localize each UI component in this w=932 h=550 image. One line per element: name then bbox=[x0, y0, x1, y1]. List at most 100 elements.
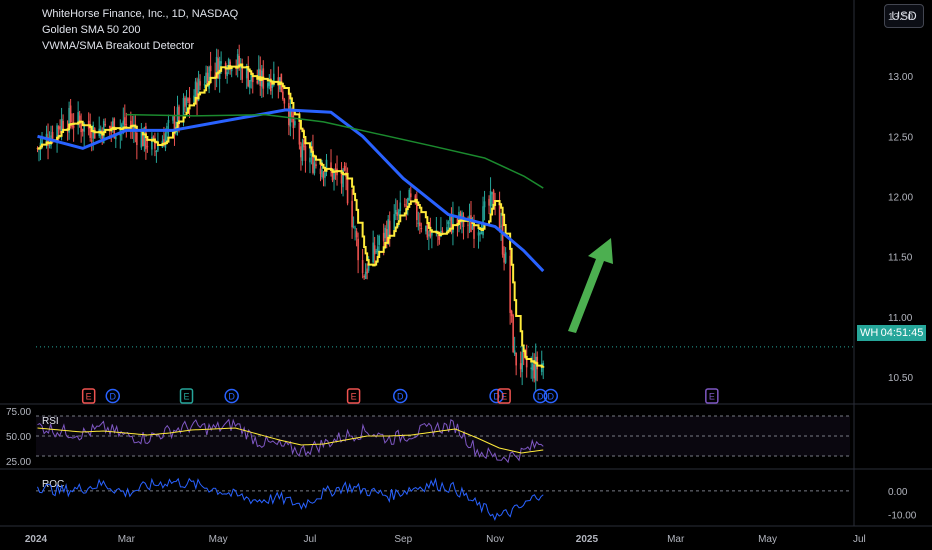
candle-body bbox=[227, 58, 230, 70]
event-marker[interactable]: E bbox=[346, 388, 361, 404]
event-marker[interactable]: E bbox=[179, 388, 194, 404]
candle-body bbox=[301, 143, 304, 161]
candle-body bbox=[372, 242, 374, 263]
candle-body bbox=[197, 78, 200, 101]
earnings-marker-frame bbox=[179, 388, 194, 404]
candle-body bbox=[270, 78, 272, 92]
candle-body bbox=[187, 98, 189, 101]
event-marker-label: D bbox=[110, 392, 117, 402]
candle-body bbox=[319, 168, 322, 175]
candle-body bbox=[534, 356, 537, 381]
event-marker[interactable]: D bbox=[489, 388, 504, 404]
candle-body bbox=[361, 260, 364, 274]
candle-body bbox=[111, 121, 114, 128]
event-marker[interactable]: D bbox=[224, 388, 239, 404]
event-marker[interactable]: D bbox=[105, 388, 121, 404]
candle-body bbox=[230, 68, 233, 72]
candle-body bbox=[310, 151, 313, 156]
candle-body bbox=[510, 310, 513, 317]
candle-body bbox=[438, 234, 441, 240]
event-marker-label: E bbox=[184, 392, 190, 402]
event-marker-label: D bbox=[548, 392, 555, 402]
candle-body bbox=[354, 227, 356, 229]
candle-body bbox=[146, 146, 149, 148]
candle-body bbox=[194, 81, 197, 97]
candle-body bbox=[403, 204, 406, 206]
candle-body bbox=[382, 232, 385, 242]
currency-button[interactable]: USD bbox=[884, 4, 924, 28]
candle-body bbox=[533, 364, 536, 379]
candle-body bbox=[540, 363, 543, 372]
candle-body bbox=[312, 149, 314, 173]
candle-body bbox=[419, 222, 421, 227]
candle-body bbox=[498, 202, 501, 229]
candle-body bbox=[152, 136, 155, 138]
candle-body bbox=[322, 172, 325, 178]
candle-body bbox=[68, 107, 70, 133]
candle-body bbox=[479, 232, 481, 235]
earnings-marker-frame bbox=[346, 388, 361, 404]
symbol-title: WhiteHorse Finance, Inc., 1D, NASDAQ bbox=[42, 8, 239, 20]
candle-body bbox=[185, 97, 188, 106]
candle-body bbox=[178, 106, 180, 123]
sma200-line bbox=[126, 113, 544, 189]
candle-body bbox=[378, 235, 380, 245]
candle-body bbox=[173, 114, 176, 132]
event-marker[interactable]: D bbox=[393, 388, 408, 404]
candle-body bbox=[167, 120, 170, 123]
candle-body bbox=[394, 209, 397, 215]
candle-body bbox=[325, 159, 328, 169]
candle-body bbox=[321, 169, 323, 177]
time-tick-label: May bbox=[758, 534, 777, 545]
candle-body bbox=[101, 130, 104, 141]
candle-body bbox=[513, 350, 516, 354]
candle-body bbox=[182, 98, 185, 122]
candle-body bbox=[80, 123, 82, 133]
candle-body bbox=[408, 189, 411, 201]
event-marker[interactable]: E bbox=[497, 388, 511, 404]
candle-body bbox=[501, 224, 504, 255]
candle-body bbox=[288, 103, 290, 126]
candle-body bbox=[429, 230, 432, 237]
event-marker[interactable]: E bbox=[705, 388, 719, 404]
candle-body bbox=[90, 140, 93, 142]
candle-body bbox=[151, 137, 153, 150]
indicator-vwma-sma[interactable]: VWMA/SMA Breakout Detector bbox=[42, 40, 195, 52]
price-tick-label: 12.00 bbox=[888, 192, 913, 203]
candle-body bbox=[48, 145, 51, 147]
projection-arrow bbox=[568, 238, 613, 333]
event-marker-label: D bbox=[493, 392, 500, 402]
candle-body bbox=[446, 227, 448, 232]
candle-body bbox=[405, 205, 408, 207]
event-marker[interactable]: E bbox=[81, 388, 96, 404]
candle-body bbox=[206, 72, 209, 86]
time-tick-label: Jul bbox=[853, 534, 866, 545]
candle-body bbox=[110, 126, 113, 129]
candle-body bbox=[509, 255, 511, 313]
time-tick-label: May bbox=[209, 534, 228, 545]
rsi-ma-line bbox=[37, 427, 544, 454]
candle-body bbox=[142, 132, 144, 147]
candle-body bbox=[309, 157, 311, 163]
candle-body bbox=[303, 139, 305, 148]
event-marker[interactable]: D bbox=[543, 388, 559, 404]
candle-body bbox=[203, 84, 206, 86]
candle-body bbox=[396, 212, 399, 216]
event-marker[interactable]: D bbox=[532, 388, 548, 404]
time-tick-label: Mar bbox=[118, 534, 136, 545]
price-tick-label: 11.00 bbox=[888, 313, 913, 324]
roc-pane-label: ROC bbox=[42, 479, 64, 490]
candle-body bbox=[51, 131, 54, 141]
candle-body bbox=[72, 125, 75, 128]
candle-body bbox=[352, 226, 355, 228]
candle-body bbox=[512, 315, 514, 352]
event-marker-label: D bbox=[537, 392, 544, 402]
candle-body bbox=[77, 112, 79, 126]
candle-body bbox=[346, 178, 349, 204]
price-tick-label: 13.50 bbox=[888, 12, 913, 23]
candle-body bbox=[300, 146, 302, 158]
candle-body bbox=[522, 352, 525, 354]
candle-body bbox=[81, 128, 84, 132]
indicator-golden-sma[interactable]: Golden SMA 50 200 bbox=[42, 24, 141, 36]
